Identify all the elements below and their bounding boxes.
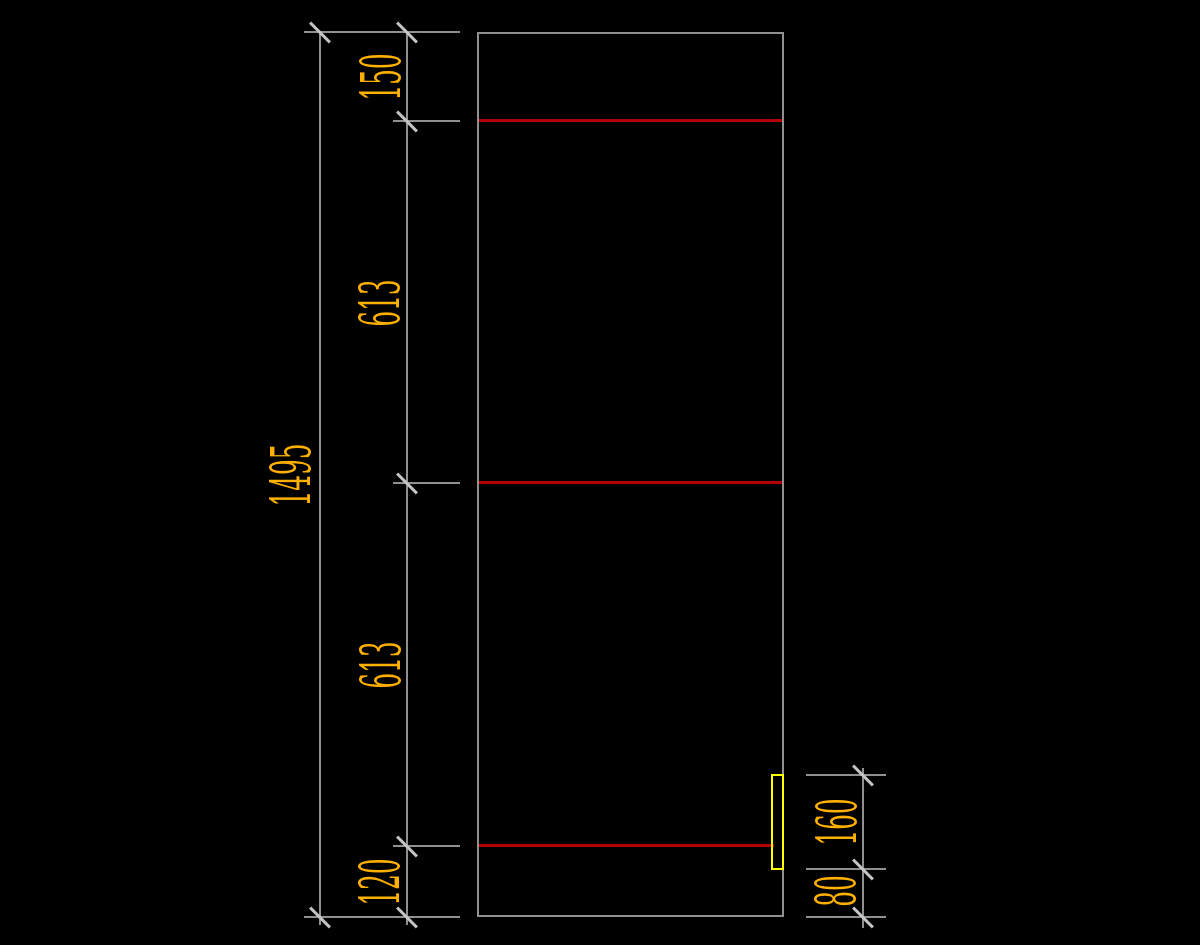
extension-line-150 <box>393 120 460 122</box>
dimension-line-overall[interactable] <box>319 32 321 925</box>
extension-line-bottom <box>304 916 460 918</box>
handle-highlight-rect[interactable] <box>771 774 784 870</box>
dimension-line-right-chain[interactable] <box>862 768 864 928</box>
dim-label-bottom-segment: 120 <box>347 858 412 906</box>
dim-label-top-segment: 150 <box>348 53 413 101</box>
extension-line-handle-top <box>806 774 886 776</box>
extension-line-right-bottom <box>806 916 886 918</box>
extension-line-handle-bottom <box>806 868 886 870</box>
panel-outline[interactable] <box>477 32 784 917</box>
extension-line-middle <box>393 482 460 484</box>
red-division-line-top[interactable] <box>479 119 782 122</box>
dim-label-lower-segment: 613 <box>348 641 413 689</box>
extension-line-120 <box>393 845 460 847</box>
dim-label-overall-height: 1495 <box>258 443 323 507</box>
extension-line-top <box>304 31 460 33</box>
dimension-line-left-chain[interactable] <box>406 32 408 925</box>
red-division-line-middle[interactable] <box>479 481 782 484</box>
red-division-line-bottom[interactable] <box>479 844 774 847</box>
dim-label-upper-segment: 613 <box>347 279 412 327</box>
